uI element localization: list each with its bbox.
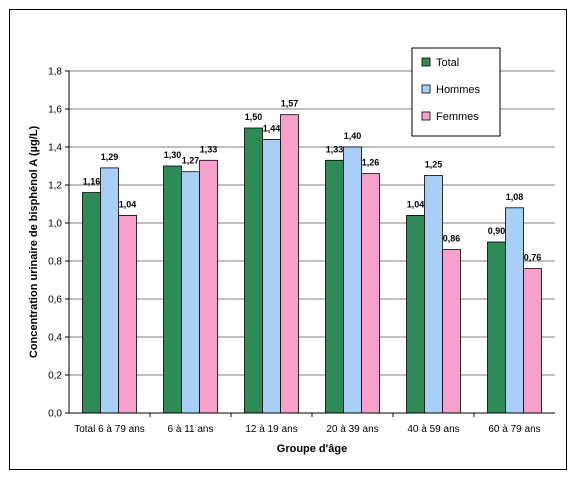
data-label: 1,33 — [326, 144, 344, 154]
data-label: 1,16 — [83, 177, 101, 187]
bars — [82, 114, 542, 414]
legend-swatch — [421, 57, 431, 67]
legend-label: Total — [436, 57, 459, 69]
data-label: 1,44 — [263, 123, 281, 133]
data-label: 1,27 — [182, 156, 200, 166]
data-label: 1,04 — [407, 199, 425, 209]
x-tick-label: 40 à 59 ans — [407, 424, 459, 435]
bar-total — [82, 192, 101, 414]
data-label: 1,40 — [344, 131, 362, 141]
bar-hommes — [262, 138, 281, 414]
x-tick-label: 12 à 19 ans — [245, 424, 297, 435]
y-tick-label: 0,2 — [48, 371, 62, 382]
bar-femmes — [442, 249, 461, 414]
y-tick-label: 0,6 — [48, 295, 62, 306]
y-tick-label: 0,8 — [48, 257, 62, 268]
bar-total — [163, 165, 182, 414]
y-tick-label: 0,0 — [48, 409, 62, 420]
data-label: 1,08 — [506, 192, 524, 202]
bar-total — [244, 127, 263, 414]
bar-hommes — [505, 207, 524, 414]
legend-swatch — [421, 84, 431, 94]
bar-hommes — [343, 146, 362, 414]
legend-swatch — [421, 111, 431, 121]
data-label: 1,33 — [200, 144, 218, 154]
legend-label: Femmes — [436, 111, 479, 123]
y-tick-label: 1,0 — [48, 219, 62, 230]
y-tick-label: 1,2 — [48, 181, 62, 192]
data-label: 0,76 — [524, 253, 542, 263]
y-tick-label: 0,4 — [48, 333, 62, 344]
data-label: 1,57 — [281, 99, 299, 109]
legend: Total Hommes Femmes — [411, 47, 501, 137]
x-axis-title: Groupe d'âge — [277, 443, 347, 455]
data-label: 0,86 — [443, 234, 461, 244]
x-tick-label: Total 6 à 79 ans — [74, 424, 145, 435]
data-label: 1,29 — [101, 152, 119, 162]
bar-femmes — [199, 159, 218, 414]
x-axis-ticks: Total 6 à 79 ans 6 à 11 ans 12 à 19 ans 20 … — [74, 413, 541, 435]
y-axis-ticks: 0,0 0,2 0,4 0,6 0,8 1,0 1,2 1,4 1,6 1,8 — [48, 67, 69, 420]
bar-hommes — [100, 167, 119, 414]
data-label: 1,04 — [119, 199, 137, 209]
data-label: 0,90 — [488, 226, 506, 236]
y-tick-label: 1,8 — [48, 67, 62, 78]
x-tick-label: 60 à 79 ans — [488, 424, 540, 435]
data-labels: 1,161,291,041,301,271,331,501,441,571,33… — [83, 99, 542, 263]
data-label: 1,50 — [245, 112, 263, 122]
bar-total — [325, 159, 344, 414]
bar-femmes — [361, 173, 380, 414]
bar-hommes — [424, 175, 443, 414]
data-label: 1,26 — [362, 158, 380, 168]
y-tick-label: 1,4 — [48, 143, 62, 154]
x-tick-label: 6 à 11 ans — [168, 424, 214, 435]
data-label: 1,30 — [164, 150, 182, 160]
legend-label: Hommes — [436, 84, 481, 96]
x-tick-label: 20 à 39 ans — [326, 424, 378, 435]
bar-femmes — [118, 214, 137, 414]
bar-total — [406, 214, 425, 414]
data-label: 1,25 — [425, 160, 443, 170]
y-tick-label: 1,6 — [48, 105, 62, 116]
y-axis-title: Concentration urinaire de bisphénol A (µ… — [28, 126, 40, 359]
bar-femmes — [523, 268, 542, 414]
bar-femmes — [280, 114, 299, 414]
bar-hommes — [181, 171, 200, 414]
bar-total — [487, 241, 506, 414]
